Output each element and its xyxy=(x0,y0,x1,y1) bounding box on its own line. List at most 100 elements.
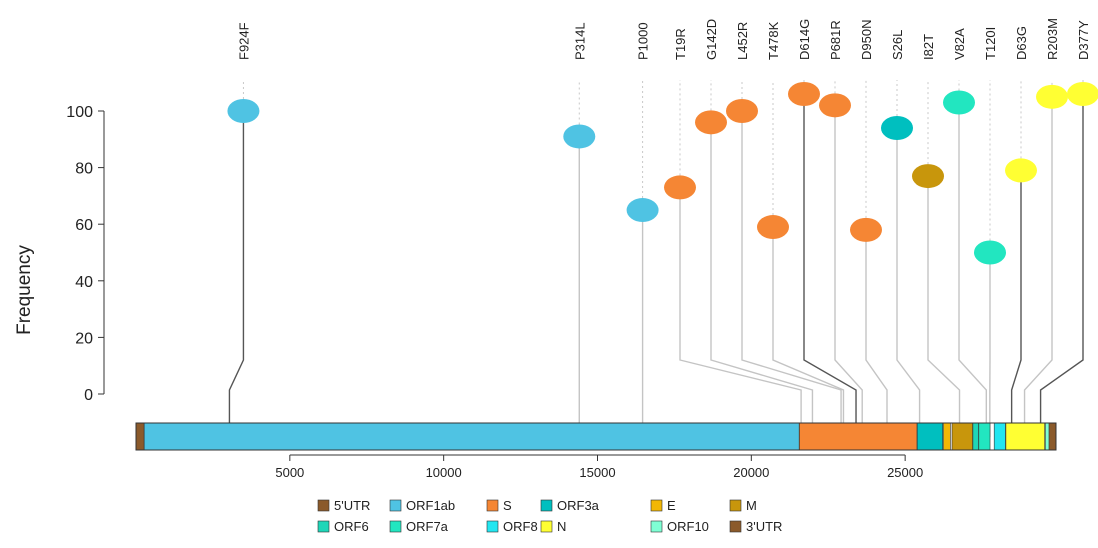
lollipop-head-G142D xyxy=(695,110,727,135)
legend-swatch-3 xyxy=(540,499,553,512)
legend-label-9: N xyxy=(557,519,566,534)
stem-P681R xyxy=(834,105,863,437)
x-tick-label: 20000 xyxy=(733,465,769,480)
legend-swatch-5 xyxy=(729,499,742,512)
stem-D63G xyxy=(1010,170,1022,437)
y-axis: 0 20 40 60 80 100 xyxy=(66,104,105,404)
connector-lines xyxy=(242,80,1084,241)
mutation-label-T478K: T478K xyxy=(766,21,781,60)
legend-label-4: E xyxy=(667,498,676,513)
mutation-label-T120I: T120I xyxy=(983,27,998,60)
stem-D950N xyxy=(865,229,888,437)
gene-segment-4 xyxy=(943,422,951,451)
gene-segment-6 xyxy=(972,422,979,451)
legend-swatch-9 xyxy=(540,520,553,533)
stem-F924F xyxy=(228,111,245,437)
stem-L452R xyxy=(741,111,842,437)
legend-label-5: M xyxy=(746,498,757,513)
mutation-label-I82T: I82T xyxy=(921,34,936,60)
x-tick-label: 15000 xyxy=(579,465,615,480)
stem-D377Y xyxy=(1039,94,1084,437)
lollipop-head-P314L xyxy=(563,124,596,149)
y-tick-label: 40 xyxy=(75,274,93,291)
legend-swatch-6 xyxy=(317,520,330,533)
lollipop-head-R203M xyxy=(1036,84,1068,109)
y-tick-label: 80 xyxy=(75,161,93,178)
x-tick-label: 5000 xyxy=(275,465,304,480)
lollipop-head-D377Y xyxy=(1067,82,1098,107)
mutation-label-V82A: V82A xyxy=(952,28,967,60)
x-tick-label: 10000 xyxy=(426,465,462,480)
legend-label-7: ORF7a xyxy=(406,519,449,534)
lollipop-head-S26L xyxy=(881,115,913,140)
legend-swatch-0 xyxy=(317,499,330,512)
legend-swatch-1 xyxy=(389,499,402,512)
lollipop-head-L452R xyxy=(726,99,758,123)
mutation-labels: F924F P314L P1000 T19R G142D L452R T478K D614G P… xyxy=(236,18,1091,60)
x-axis: 5000 10000 15000 20000 25000 xyxy=(275,454,923,480)
gene-segment-9 xyxy=(1005,422,1045,451)
stem-S26L xyxy=(896,127,921,437)
mutation-label-D614G: D614G xyxy=(797,19,812,60)
stem-D614G xyxy=(803,94,857,437)
gene-segment-5 xyxy=(951,422,973,451)
lollipop-heads xyxy=(227,82,1098,265)
mutation-label-R203M: R203M xyxy=(1045,18,1060,60)
stem-T19R xyxy=(679,187,802,437)
y-tick-label: 100 xyxy=(66,104,93,121)
lollipop-head-T478K xyxy=(757,215,789,240)
lollipop-stems xyxy=(228,94,1084,437)
gene-segment-0 xyxy=(135,422,145,451)
mutation-label-P1000: P1000 xyxy=(636,22,651,60)
mutation-label-P681R: P681R xyxy=(828,20,843,60)
y-tick-label: 20 xyxy=(75,330,93,347)
legend-swatch-8 xyxy=(486,520,499,533)
mutation-label-G142D: G142D xyxy=(704,19,719,60)
mutation-label-L452R: L452R xyxy=(735,22,750,60)
mutation-label-T19R: T19R xyxy=(673,28,688,60)
stem-I82T xyxy=(927,176,961,437)
gene-segment-2 xyxy=(799,422,918,451)
stem-G142D xyxy=(710,122,814,437)
genome-track xyxy=(135,422,1057,451)
gene-segment-7 xyxy=(978,422,991,451)
lollipop-head-D63G xyxy=(1005,158,1037,183)
lollipop-head-P1000 xyxy=(626,198,659,223)
lollipop-head-D950N xyxy=(850,217,882,242)
mutation-label-P314L: P314L xyxy=(572,22,587,60)
legend-label-10: ORF10 xyxy=(667,519,709,534)
gene-segment-1 xyxy=(143,422,800,451)
legend-label-8: ORF8 xyxy=(503,519,538,534)
genome-outline xyxy=(135,422,1057,451)
lollipop-head-P681R xyxy=(819,93,851,118)
gene-segment-8 xyxy=(993,422,1006,451)
lollipop-head-D614G xyxy=(788,82,820,107)
y-axis-label: Frequency xyxy=(14,245,35,335)
mutation-label-D63G: D63G xyxy=(1014,26,1029,60)
legend-label-1: ORF1ab xyxy=(406,498,455,513)
mutation-label-D377Y: D377Y xyxy=(1076,20,1091,60)
mutation-label-D950N: D950N xyxy=(859,20,874,60)
gene-segment-3 xyxy=(916,422,943,451)
legend-label-2: S xyxy=(503,498,512,513)
lollipop-head-T19R xyxy=(664,175,696,200)
stem-T478K xyxy=(772,227,845,437)
gene-segment-11 xyxy=(1048,422,1057,451)
lollipop-head-V82A xyxy=(943,90,975,115)
legend: 5'UTR ORF1ab S ORF3a E M ORF6 ORF7a ORF8 N ORF10 3'… xyxy=(317,498,782,534)
mutation-label-S26L: S26L xyxy=(890,30,905,60)
legend-swatch-10 xyxy=(650,520,663,533)
legend-label-0: 5'UTR xyxy=(334,498,370,513)
stem-R203M xyxy=(1023,96,1053,437)
legend-swatch-4 xyxy=(650,499,663,512)
y-tick-label: 0 xyxy=(84,387,93,404)
legend-swatch-7 xyxy=(389,520,402,533)
legend-swatch-11 xyxy=(729,520,742,533)
lollipop-head-F924F xyxy=(227,99,260,123)
x-tick-label: 25000 xyxy=(887,465,923,480)
y-tick-label: 60 xyxy=(75,217,93,234)
lollipop-head-I82T xyxy=(912,164,944,189)
legend-label-11: 3'UTR xyxy=(746,519,782,534)
lollipop-head-T120I xyxy=(974,240,1006,265)
